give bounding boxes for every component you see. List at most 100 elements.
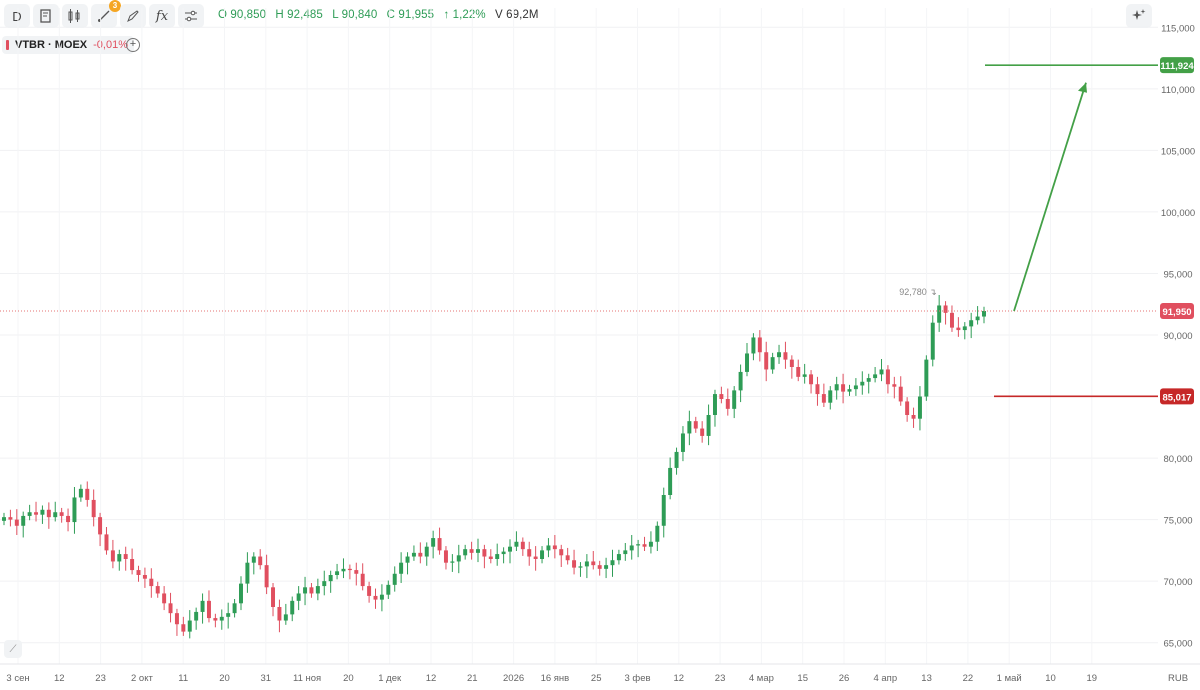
- candle-body: [514, 541, 519, 547]
- candle-body: [866, 378, 871, 382]
- candle-body: [841, 384, 846, 392]
- candle-body: [264, 565, 269, 588]
- candle-body: [469, 549, 474, 553]
- candle-body: [78, 488, 83, 498]
- chart-type-button[interactable]: [62, 4, 88, 28]
- x-tick-label: 20: [219, 673, 230, 684]
- candle-body: [239, 583, 243, 604]
- candle-body: [648, 541, 653, 547]
- y-tick-label: 80,000: [1163, 454, 1192, 465]
- candle-body: [168, 603, 173, 614]
- candle-body: [546, 545, 551, 551]
- candle-body: [360, 573, 365, 587]
- target-label: 111,924: [1160, 61, 1194, 72]
- x-tick-label: 21: [467, 673, 478, 684]
- candle-body: [860, 381, 865, 386]
- x-tick-label: 25: [591, 673, 602, 684]
- y-tick-label: 65,000: [1163, 639, 1192, 650]
- candle-body: [508, 546, 512, 552]
- interval-button[interactable]: D: [4, 4, 30, 28]
- candle-body: [21, 515, 26, 526]
- x-tick-label: 13: [921, 673, 932, 684]
- formula-button[interactable]: fx: [149, 4, 175, 28]
- candle-body: [328, 575, 333, 582]
- ticker-change: -0,01%: [93, 39, 128, 51]
- x-tick-label: 31: [261, 673, 272, 684]
- candle-body: [296, 593, 301, 601]
- pen-button[interactable]: [120, 4, 146, 28]
- candle-body: [322, 581, 327, 587]
- low-label: L: [332, 9, 339, 21]
- candle-body: [943, 305, 948, 313]
- high-label: H: [275, 9, 284, 21]
- candle-body: [104, 534, 109, 551]
- candle-body: [764, 352, 769, 370]
- target-arrow-line: [1013, 82, 1087, 312]
- candle-body: [700, 428, 705, 436]
- candle-body: [392, 573, 397, 585]
- candle-body: [379, 594, 384, 600]
- candle-body: [424, 546, 429, 557]
- candle-body: [636, 544, 641, 546]
- x-tick-label: 20: [343, 673, 354, 684]
- candle-body: [405, 556, 410, 563]
- x-tick-label: 4 апр: [873, 673, 897, 684]
- candle-body: [847, 389, 852, 392]
- candle-body: [367, 586, 372, 596]
- candle-body: [584, 561, 589, 567]
- candle-body: [540, 550, 545, 559]
- candle-body: [962, 326, 967, 331]
- candle-body: [91, 499, 96, 518]
- sparkle-icon: [1132, 9, 1146, 20]
- candle-body: [8, 517, 13, 520]
- candle-body: [194, 611, 199, 621]
- candle-body: [668, 467, 673, 495]
- scroll-handle-icon[interactable]: ⟋: [4, 640, 22, 658]
- stop-tag: [1160, 388, 1194, 405]
- close-value: 91,955: [398, 9, 435, 21]
- document-edit-icon: [40, 9, 51, 23]
- candle-body: [905, 401, 910, 415]
- x-tick-label: 1 май: [997, 673, 1022, 684]
- candle-body: [136, 570, 141, 575]
- candle-body: [770, 357, 775, 370]
- candle-body: [642, 544, 647, 547]
- add-symbol-icon[interactable]: +: [126, 38, 140, 52]
- indicators-button[interactable]: [33, 4, 59, 28]
- candle-body: [885, 369, 890, 385]
- candle-body: [623, 550, 628, 555]
- candle-body: [418, 552, 423, 557]
- candle-body: [719, 394, 724, 399]
- candle-body: [258, 556, 263, 566]
- candle-body: [181, 624, 186, 632]
- candle-body: [661, 495, 666, 526]
- low-value: 90,840: [341, 9, 378, 21]
- candle-body: [72, 497, 77, 523]
- candle-body: [443, 550, 448, 563]
- ai-assistant-button[interactable]: [1126, 4, 1152, 28]
- candle-body: [732, 390, 737, 409]
- candle-body: [354, 570, 359, 574]
- drawing-tools-button[interactable]: 3: [91, 0, 121, 28]
- drawings-count-badge: 3: [109, 0, 121, 12]
- candle-body: [533, 556, 538, 559]
- x-tick-label: 23: [95, 673, 106, 684]
- candle-body: [559, 549, 564, 556]
- candle-body: [956, 327, 961, 331]
- open-label: O: [218, 9, 228, 21]
- settings-button[interactable]: [178, 4, 204, 28]
- y-tick-label: 110,000: [1161, 85, 1195, 96]
- ohlc-readout: O 90,850 H 92,485 L 90,840 C 91,955 ↑ 1,…: [218, 9, 539, 21]
- x-tick-label: 16 янв: [541, 673, 570, 684]
- y-tick-label: 75,000: [1163, 516, 1192, 527]
- candle-body: [892, 384, 897, 387]
- high-marker-label: 92,780 ↴: [899, 287, 937, 297]
- candle-body: [712, 394, 717, 415]
- candle-body: [476, 549, 480, 553]
- candle-body: [162, 593, 167, 604]
- candle-body: [949, 312, 954, 328]
- ticker-legend[interactable]: VTBR · MOEX -0,01%: [2, 36, 134, 54]
- candle-body: [597, 565, 602, 569]
- target-tag: [1160, 57, 1194, 74]
